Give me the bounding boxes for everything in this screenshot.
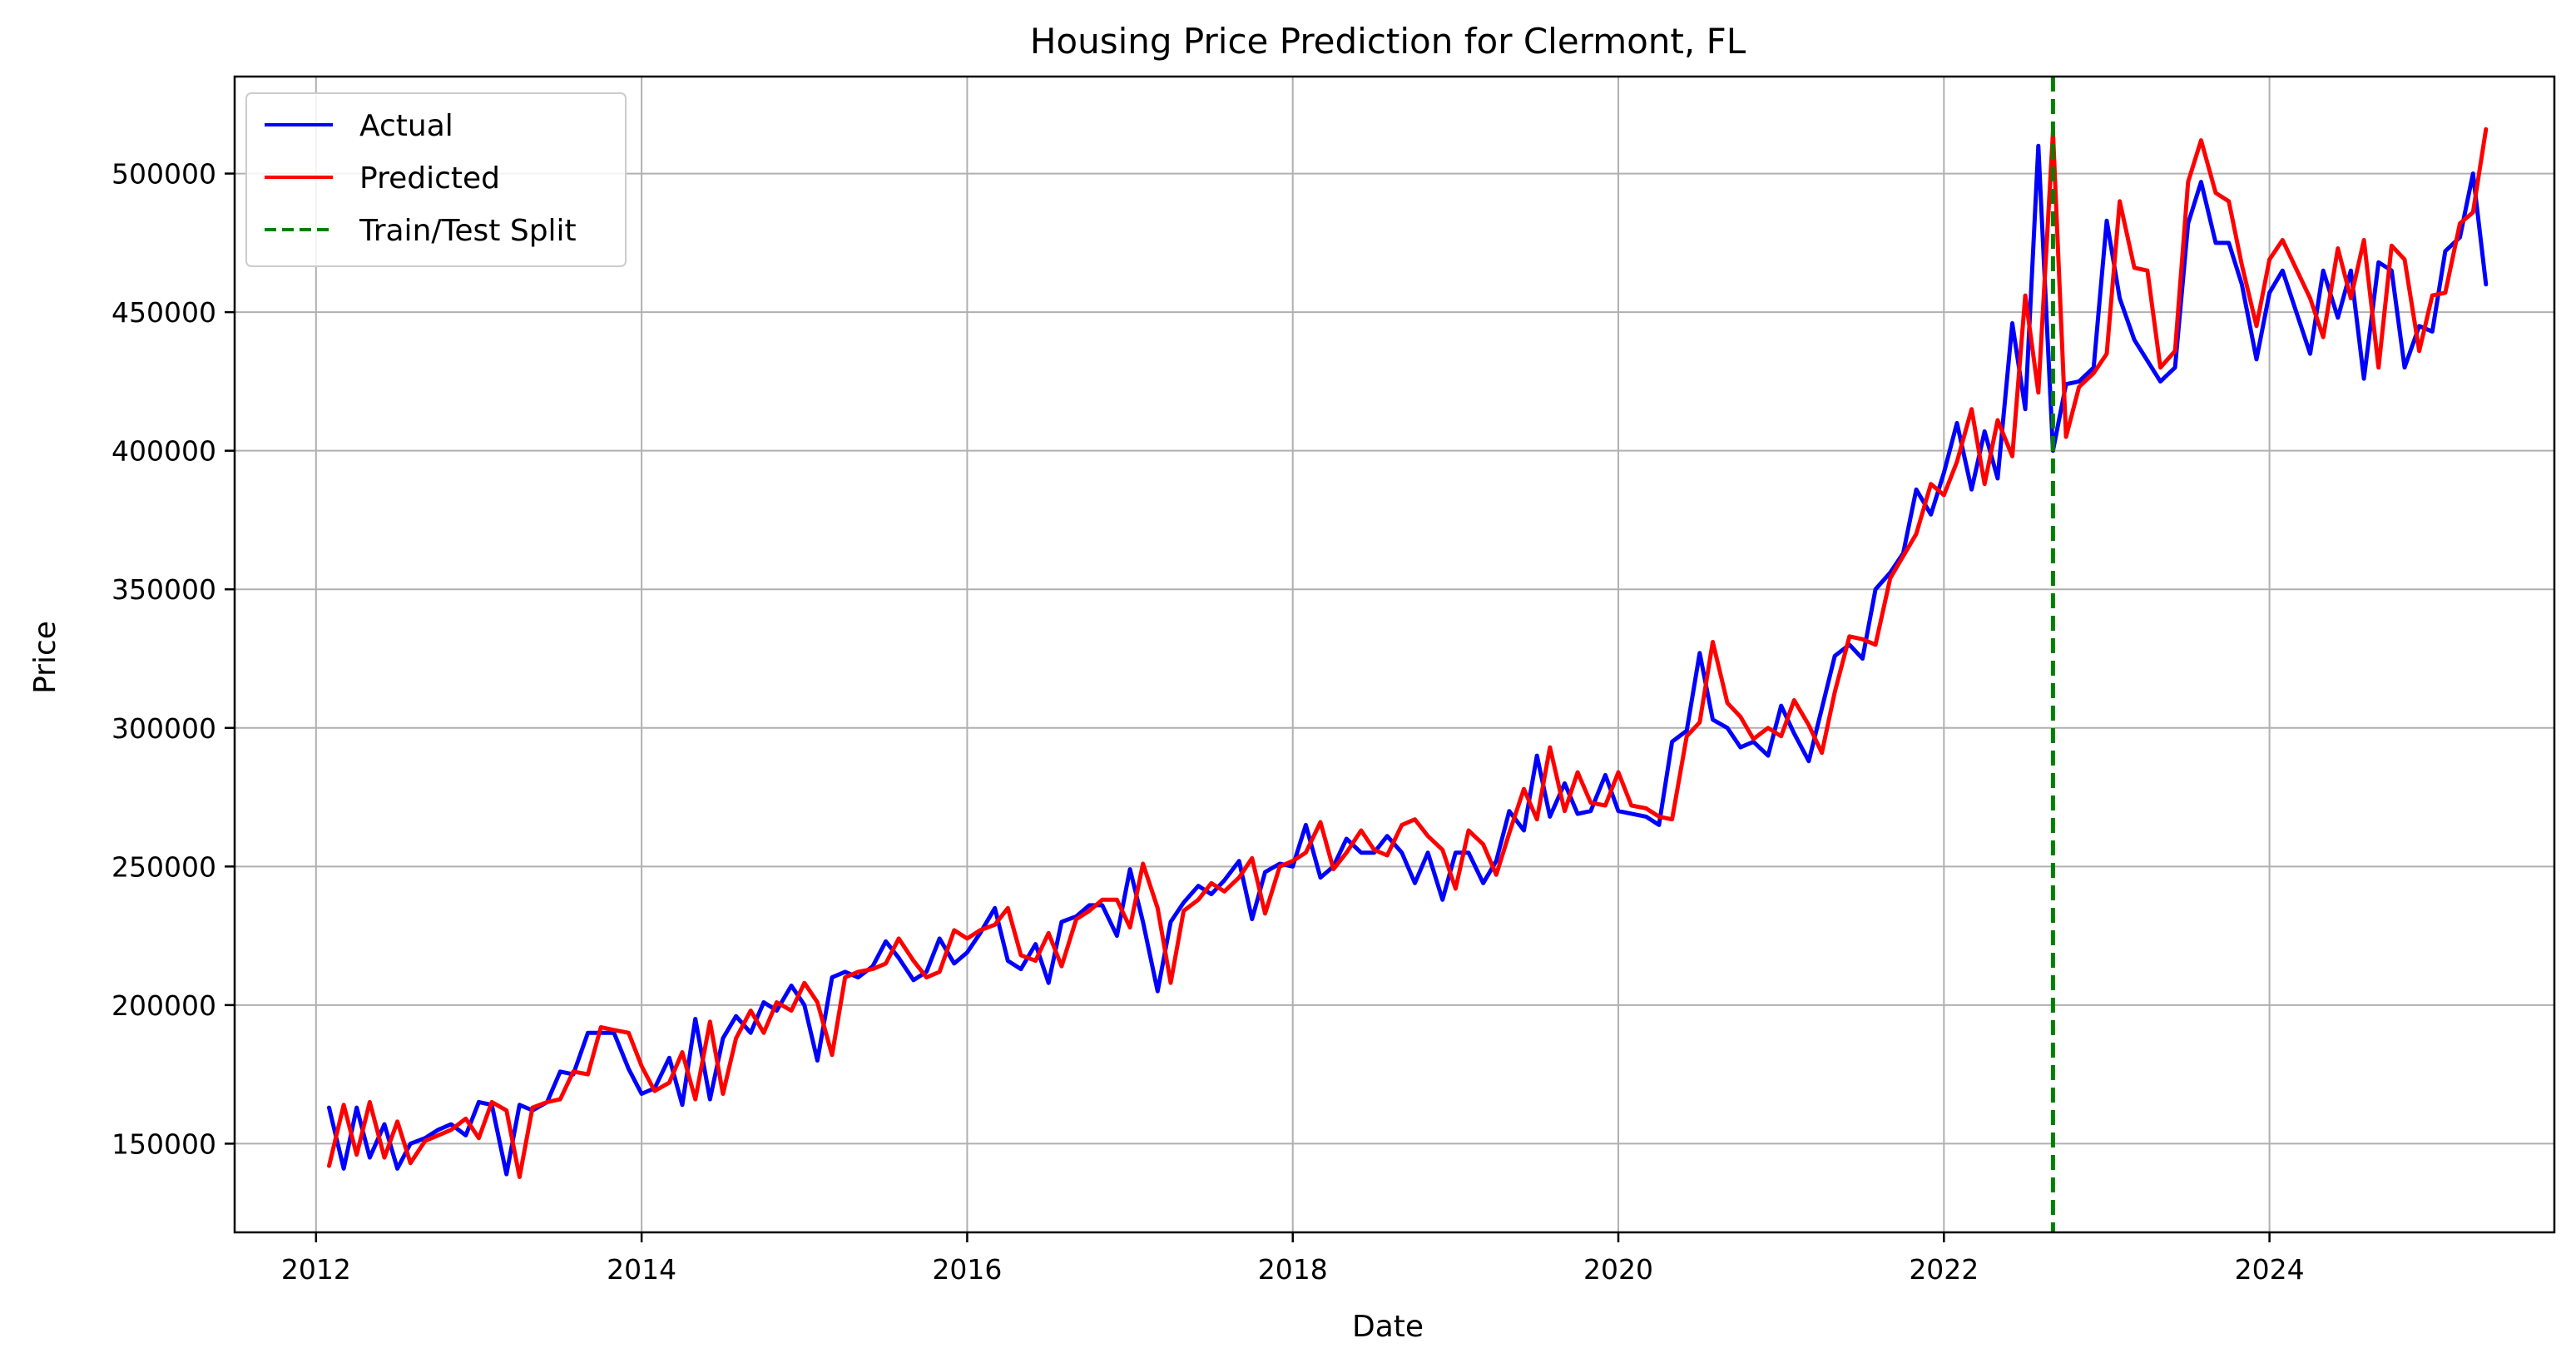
x-axis-title: Date (1352, 1310, 1424, 1344)
y-tick-label: 350000 (111, 573, 216, 606)
series-line-actual (327, 143, 2489, 1177)
y-axis-title: Price (28, 621, 62, 694)
legend-actual-label: Actual (359, 109, 453, 143)
x-tick-label: 2020 (1583, 1253, 1653, 1286)
legend-predicted-label: Predicted (359, 161, 500, 196)
x-tick-label: 2022 (1909, 1253, 1979, 1286)
x-tick-label: 2024 (2235, 1253, 2305, 1286)
axes-layer: 2012 2014 2016 2018 2020 2022 2024 150000 200000… (111, 75, 2556, 1286)
y-tick-label: 500000 (111, 158, 216, 191)
y-tick-label: 300000 (111, 712, 216, 745)
x-tick-label: 2018 (1258, 1253, 1328, 1286)
y-tick-label: 150000 (111, 1128, 216, 1160)
legend: Actual Predicted Train/Test Split (245, 92, 627, 267)
legend-split-label: Train/Test Split (359, 214, 577, 248)
y-tick-label: 450000 (111, 296, 216, 329)
chart-title: Housing Price Prediction for Clermont, F… (1030, 21, 1746, 62)
grid-layer (235, 77, 2554, 1232)
legend-box (245, 92, 627, 267)
y-tick-label: 400000 (111, 435, 216, 468)
x-tick-label: 2014 (607, 1253, 676, 1286)
series-line-predicted (327, 126, 2489, 1179)
series-layer (327, 77, 2489, 1232)
plot-frame (233, 75, 2556, 1234)
x-tick-label: 2012 (281, 1253, 351, 1286)
x-tick-label: 2016 (932, 1253, 1002, 1286)
y-tick-label: 250000 (111, 850, 216, 883)
y-tick-label: 200000 (111, 989, 216, 1022)
